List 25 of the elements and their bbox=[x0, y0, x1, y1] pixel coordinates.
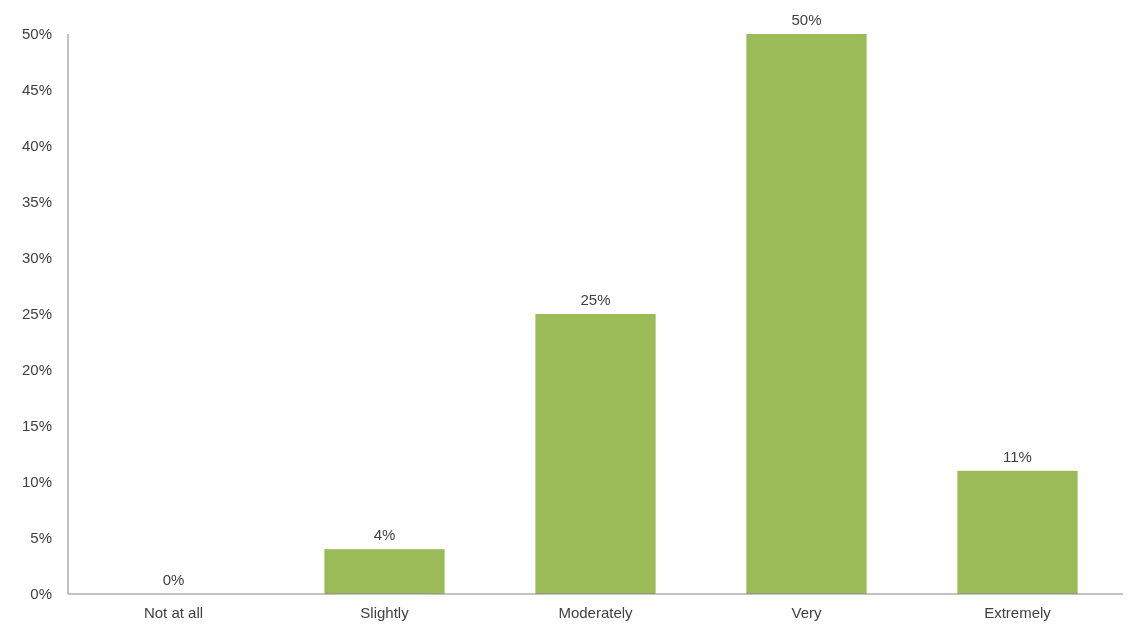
y-tick-label: 50% bbox=[21, 25, 52, 43]
x-tick-label: Slightly bbox=[360, 604, 410, 621]
data-label: 11% bbox=[1003, 447, 1032, 465]
x-tick-label: Not at all bbox=[143, 604, 204, 621]
y-tick-label: 40% bbox=[21, 137, 52, 155]
y-tick-label: 10% bbox=[21, 473, 52, 491]
bar bbox=[957, 470, 1078, 594]
y-tick-label: 15% bbox=[21, 417, 52, 435]
data-label: 50% bbox=[791, 11, 822, 28]
y-tick-label: 5% bbox=[30, 529, 52, 547]
x-tick-label: Very bbox=[791, 604, 823, 621]
y-tick-label: 45% bbox=[21, 81, 52, 99]
bar bbox=[535, 314, 656, 594]
bar bbox=[324, 549, 445, 594]
bar bbox=[746, 34, 867, 594]
y-tick-label: 20% bbox=[21, 361, 52, 379]
data-label: 4% bbox=[373, 526, 396, 544]
data-label: 0% bbox=[162, 571, 185, 588]
y-tick-label: 0% bbox=[30, 585, 52, 603]
y-tick-label: 25% bbox=[21, 305, 52, 323]
x-tick-label: Extremely bbox=[984, 604, 1052, 621]
data-label: 25% bbox=[580, 291, 611, 308]
y-tick-label: 35% bbox=[21, 193, 52, 211]
x-tick-label: Moderately bbox=[558, 604, 634, 621]
y-tick-label: 30% bbox=[21, 249, 52, 267]
